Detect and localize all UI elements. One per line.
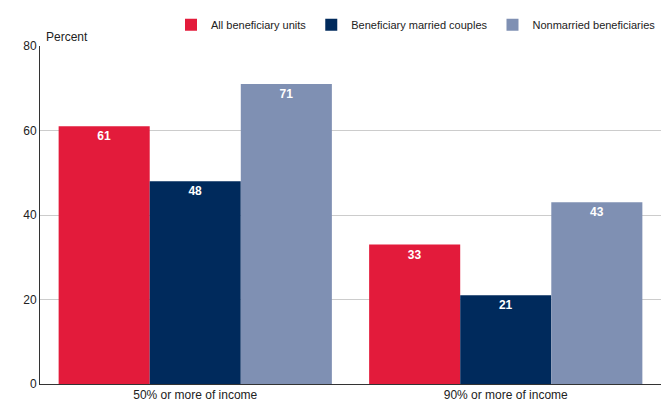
svg-text:21: 21 (499, 298, 513, 312)
svg-text:90% or more of income: 90% or more of income (444, 388, 568, 402)
svg-text:71: 71 (279, 87, 293, 101)
svg-text:Nonmarried beneficiaries: Nonmarried beneficiaries (532, 19, 655, 31)
svg-text:0: 0 (30, 377, 37, 391)
svg-text:80: 80 (23, 39, 37, 53)
svg-text:40: 40 (23, 208, 37, 222)
svg-text:33: 33 (408, 248, 422, 262)
svg-text:60: 60 (23, 124, 37, 138)
svg-text:43: 43 (590, 205, 604, 219)
svg-text:20: 20 (23, 293, 37, 307)
svg-text:48: 48 (188, 184, 202, 198)
svg-text:Percent: Percent (46, 30, 88, 44)
svg-text:Beneficiary married couples: Beneficiary married couples (351, 19, 487, 31)
svg-text:61: 61 (97, 129, 111, 143)
svg-text:All beneficiary units: All beneficiary units (211, 19, 306, 31)
svg-text:50% or more of income: 50% or more of income (133, 388, 257, 402)
